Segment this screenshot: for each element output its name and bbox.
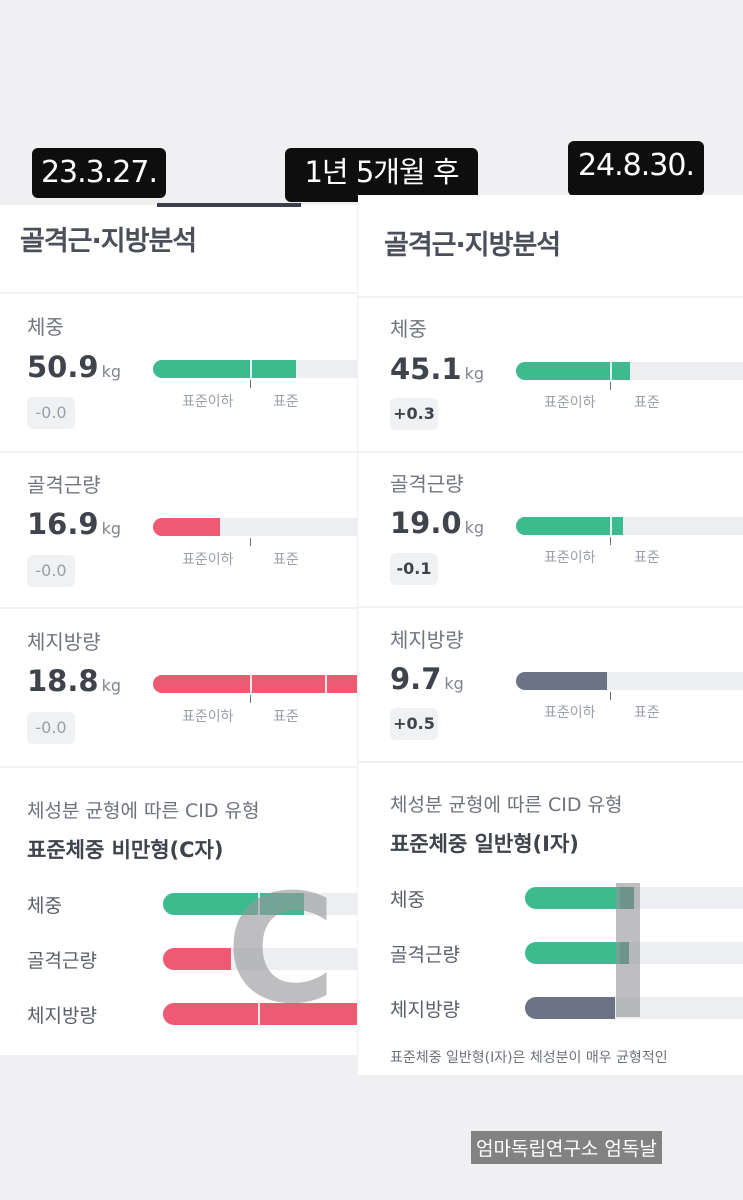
after-cid-fat-fill: [525, 997, 615, 1019]
before-section-title: 골격근·지방분석: [20, 226, 197, 257]
axis-tick: [610, 692, 611, 700]
before-analysis-panel: 골격근·지방분석 체중 50.9 kg -0.0 표준이하 표준 골격근량 16.…: [0, 205, 357, 1055]
before-weight-label: 체중: [27, 315, 64, 339]
after-muscle-bar-fill: [516, 517, 623, 535]
before-muscle-bar-fill: [153, 518, 220, 536]
bar-tick: [258, 1003, 260, 1025]
axis-label-below: 표준이하: [544, 550, 596, 566]
divider: [0, 292, 357, 294]
axis-label-standard: 표준: [273, 709, 299, 725]
before-cid-fat-fill: [163, 1003, 357, 1025]
bar-tick: [250, 675, 252, 693]
after-fat-delta: +0.5: [390, 708, 438, 740]
before-fat-bar: [153, 675, 357, 693]
before-cid-weight-bar: [163, 893, 357, 915]
axis-label-below: 표준이하: [182, 394, 234, 410]
after-cid-fat-label: 체지방량: [390, 999, 460, 1021]
axis-tick: [250, 538, 251, 546]
before-weight-delta: -0.0: [27, 397, 75, 429]
divider: [358, 761, 743, 763]
gap-label: 1년 5개월 후: [285, 148, 478, 202]
axis-label-standard: 표준: [634, 550, 660, 566]
watermark: 엄마독립연구소 엄독날: [471, 1131, 662, 1164]
divider: [0, 451, 357, 453]
after-muscle-value: 19.0 kg: [390, 506, 484, 540]
before-cid-weight-fill: [163, 893, 304, 915]
before-cid-muscle-label: 골격근량: [27, 950, 97, 972]
axis-label-standard: 표준: [273, 394, 299, 410]
after-cid-muscle-fill: [525, 942, 629, 964]
after-muscle-delta: -0.1: [390, 553, 438, 585]
bar-tick: [610, 362, 612, 380]
after-cid-note: 표준체중 일반형(I자)은 체성분이 매우 균형적인: [390, 1050, 668, 1066]
after-section-title: 골격근·지방분석: [384, 230, 561, 261]
after-cid-muscle-label: 골격근량: [390, 944, 460, 966]
before-cid-muscle-fill: [163, 948, 231, 970]
divider: [358, 451, 743, 453]
after-fat-value: 9.7 kg: [390, 662, 464, 696]
axis-label-below: 표준이하: [544, 395, 596, 411]
bar-tick: [610, 517, 612, 535]
after-date-label: 24.8.30.: [568, 141, 704, 196]
before-fat-bar-fill: [153, 675, 357, 693]
before-muscle-bar: [153, 518, 357, 536]
before-weight-value: 50.9 kg: [27, 350, 121, 384]
bar-tick: [325, 675, 327, 693]
before-cid-fat-label: 체지방량: [27, 1005, 97, 1027]
divider: [0, 766, 357, 768]
before-cid-caption: 체성분 균형에 따른 CID 유형: [27, 800, 260, 822]
before-fat-value: 18.8 kg: [27, 664, 121, 698]
after-weight-bar-fill: [516, 362, 630, 380]
before-fat-label: 체지방량: [27, 630, 101, 654]
after-weight-delta: +0.3: [390, 398, 438, 430]
after-muscle-bar: [516, 517, 743, 535]
divider: [358, 296, 743, 298]
before-date-label: 23.3.27.: [32, 148, 166, 198]
after-weight-bar: [516, 362, 743, 380]
axis-label-standard: 표준: [634, 395, 660, 411]
divider: [0, 607, 357, 609]
after-cid-caption: 체성분 균형에 따른 CID 유형: [390, 794, 623, 816]
before-cid-letter: C: [226, 863, 337, 1037]
after-weight-label: 체중: [390, 317, 427, 341]
axis-tick: [250, 380, 251, 388]
before-weight-bar: [153, 360, 357, 378]
before-cid-muscle-bar: [163, 948, 357, 970]
before-muscle-value: 16.9 kg: [27, 507, 121, 541]
before-cid-weight-label: 체중: [27, 895, 62, 917]
after-cid-weight-fill: [525, 887, 634, 909]
after-muscle-label: 골격근량: [390, 472, 464, 496]
divider: [358, 606, 743, 608]
axis-tick: [250, 695, 251, 703]
after-fat-bar-fill: [516, 672, 607, 690]
before-cid-type: 표준체중 비만형(C자): [27, 838, 224, 862]
axis-label-standard: 표준: [634, 705, 660, 721]
before-muscle-delta: -0.0: [27, 555, 75, 587]
before-weight-bar-fill: [153, 360, 296, 378]
axis-label-below: 표준이하: [182, 709, 234, 725]
after-fat-bar: [516, 672, 743, 690]
before-cid-fat-bar: [163, 1003, 357, 1025]
after-analysis-panel: 골격근·지방분석 체중 45.1 kg +0.3 표준이하 표준 골격근량 19.…: [358, 195, 743, 1075]
tab-indicator: [157, 203, 301, 207]
axis-tick: [610, 382, 611, 390]
axis-label-below: 표준이하: [544, 705, 596, 721]
after-weight-value: 45.1 kg: [390, 352, 484, 386]
bar-tick: [258, 893, 260, 915]
axis-label-below: 표준이하: [182, 552, 234, 568]
before-fat-delta: -0.0: [27, 712, 75, 744]
after-cid-letter-shape: [616, 883, 640, 1017]
after-cid-weight-label: 체중: [390, 889, 425, 911]
axis-label-standard: 표준: [273, 552, 299, 568]
after-cid-type: 표준체중 일반형(I자): [390, 832, 579, 856]
axis-tick: [610, 537, 611, 545]
before-muscle-label: 골격근량: [27, 473, 101, 497]
bar-tick: [250, 360, 252, 378]
after-fat-label: 체지방량: [390, 628, 464, 652]
